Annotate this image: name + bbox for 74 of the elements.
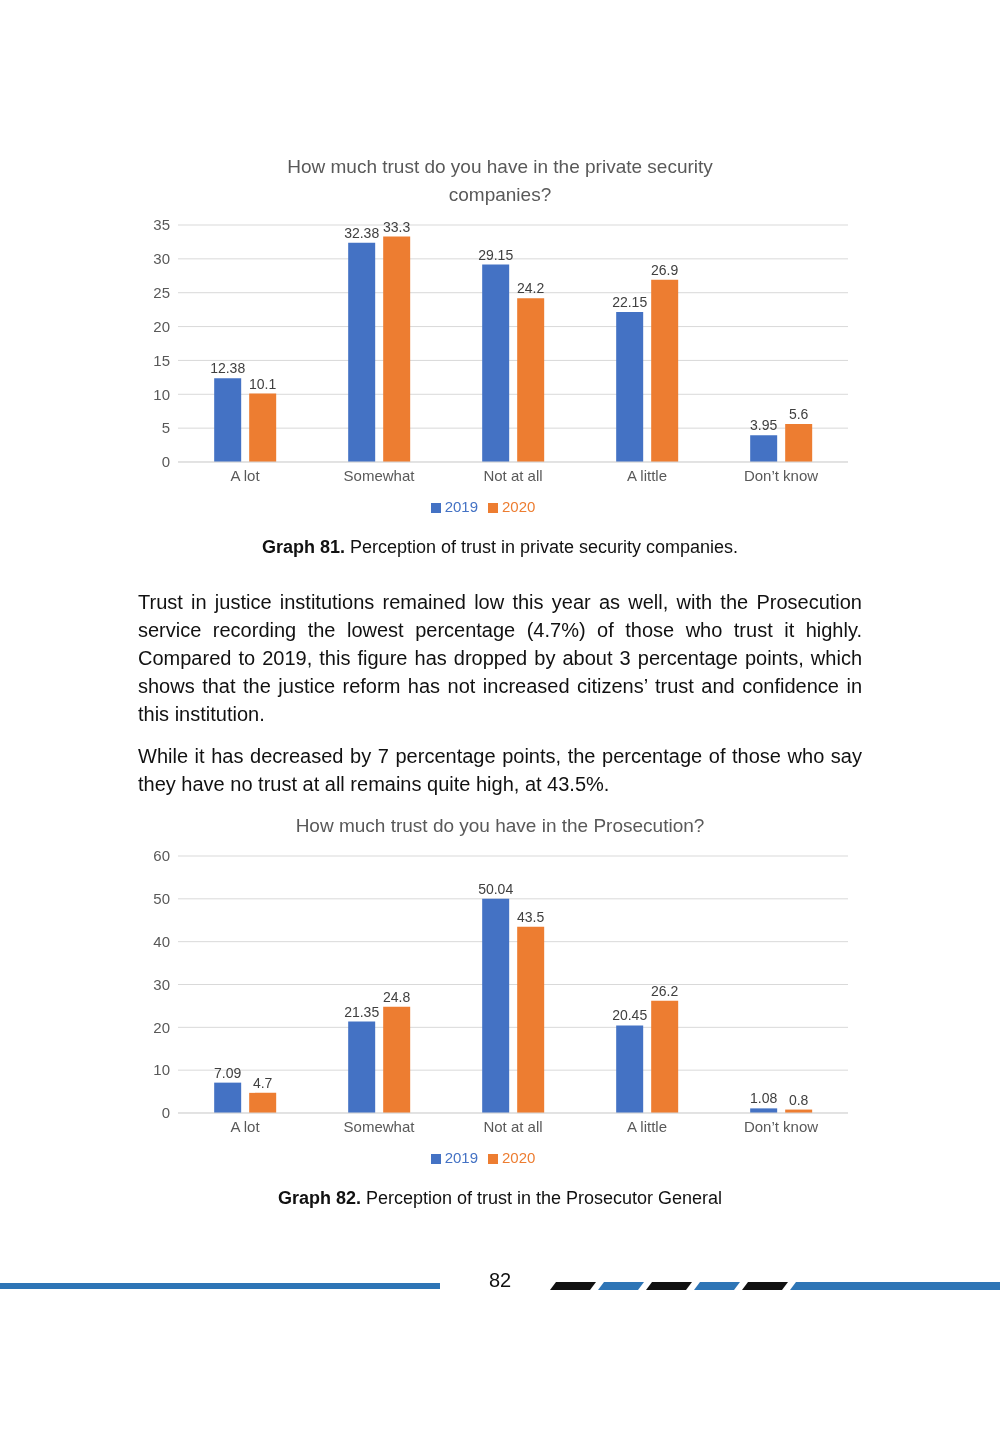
legend-label: 2019 xyxy=(444,498,478,515)
y-tick-label: 35 xyxy=(153,216,170,234)
legend-label: 2020 xyxy=(502,1149,536,1166)
data-label: 24.2 xyxy=(517,280,545,297)
y-tick-label: 0 xyxy=(161,1104,170,1122)
data-label: 22.15 xyxy=(612,294,648,311)
caption: Graph 82. Perception of trust in the Prosecutor General xyxy=(276,1188,724,1209)
data-label: 7.09 xyxy=(214,1064,242,1081)
bar xyxy=(482,264,510,462)
legend-label: 2020 xyxy=(502,498,536,515)
data-label: 1.08 xyxy=(750,1090,778,1107)
x-tick-label: A little xyxy=(626,466,668,484)
x-tick-label: Not at all xyxy=(483,1117,543,1135)
x-tick-label: Don’t know xyxy=(743,466,819,484)
x-tick-label: Somewhat xyxy=(343,1117,416,1135)
y-tick-label: 60 xyxy=(153,847,170,865)
text: Trust in justice institutions remained low this year as well, with the Prosecution service recording the lowest percentage (4.7%) of those who trust it highly. Compared to 2019, this figure has dropped by about 3 percentage points, which shows that the justice reform has not increased citizens’ trust and confidence in this institution. xyxy=(138,590,862,727)
data-label: 24.8 xyxy=(383,988,411,1005)
text: While it has decreased by 7 percentage points, the percentage of those who say they have no trust at all remains quite high, at 43.5%. xyxy=(138,744,862,797)
y-tick-label: 15 xyxy=(153,351,170,369)
bar xyxy=(750,435,778,462)
x-tick-label: Somewhat xyxy=(343,466,416,484)
text: 82 xyxy=(487,1269,513,1292)
bar xyxy=(616,312,644,462)
bar xyxy=(651,1000,679,1113)
bar xyxy=(249,393,277,462)
bar xyxy=(616,1025,644,1113)
data-label: 4.7 xyxy=(252,1074,273,1091)
x-tick-label: A little xyxy=(626,1117,668,1135)
chart-title: How much trust do you have in the private security companies? xyxy=(286,155,714,207)
bar xyxy=(383,236,411,462)
y-tick-label: 20 xyxy=(153,317,170,335)
data-label: 0.8 xyxy=(788,1091,809,1108)
bar xyxy=(214,1082,242,1113)
data-label: 33.3 xyxy=(383,218,411,235)
y-tick-label: 40 xyxy=(153,932,170,950)
y-tick-label: 5 xyxy=(161,419,170,437)
y-tick-label: 10 xyxy=(153,1061,170,1079)
bar xyxy=(517,298,545,462)
bar xyxy=(348,242,376,462)
data-label: 26.9 xyxy=(651,261,679,278)
data-label: 32.38 xyxy=(344,224,380,241)
data-label: 26.2 xyxy=(651,982,679,999)
chart-title: How much trust do you have in the Prosecution? xyxy=(294,814,706,838)
y-tick-label: 20 xyxy=(153,1018,170,1036)
bar xyxy=(482,898,510,1113)
y-tick-label: 25 xyxy=(153,284,170,302)
x-tick-label: A lot xyxy=(230,466,261,484)
y-tick-label: 0 xyxy=(161,453,170,471)
bar xyxy=(651,279,679,462)
data-label: 21.35 xyxy=(344,1003,380,1020)
bar xyxy=(348,1021,376,1113)
data-label: 50.04 xyxy=(478,880,514,897)
data-label: 3.95 xyxy=(750,417,778,434)
data-label: 43.5 xyxy=(517,908,545,925)
bar xyxy=(249,1092,277,1113)
bar xyxy=(785,424,813,462)
bar xyxy=(214,378,242,462)
x-tick-label: Don’t know xyxy=(743,1117,819,1135)
y-tick-label: 30 xyxy=(153,250,170,268)
legend-label: 2019 xyxy=(444,1149,478,1166)
x-tick-label: Not at all xyxy=(483,466,543,484)
x-tick-label: A lot xyxy=(230,1117,261,1135)
y-tick-label: 50 xyxy=(153,890,170,908)
data-label: 5.6 xyxy=(788,406,809,423)
y-tick-label: 10 xyxy=(153,385,170,403)
data-label: 10.1 xyxy=(249,375,277,392)
y-tick-label: 30 xyxy=(153,975,170,993)
data-label: 20.45 xyxy=(612,1007,648,1024)
bar xyxy=(383,1006,411,1113)
data-label: 12.38 xyxy=(210,360,246,377)
bar xyxy=(517,926,545,1113)
data-label: 29.15 xyxy=(478,246,514,263)
caption: Graph 81. Perception of trust in private security companies. xyxy=(260,537,740,558)
